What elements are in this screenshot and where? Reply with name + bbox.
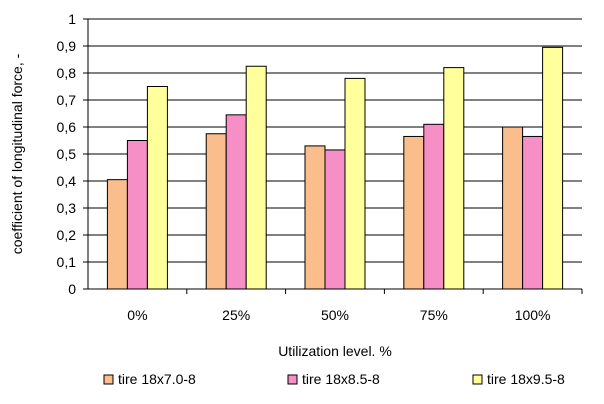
bar — [225, 114, 247, 290]
y-tick-label: 0,4 — [57, 173, 77, 189]
bar — [522, 135, 544, 290]
legend-label: tire 18x9.5-8 — [487, 371, 565, 387]
y-tick-label: 0,7 — [57, 92, 77, 108]
bar — [344, 77, 366, 290]
bar — [542, 46, 564, 290]
x-tick-label: 0% — [127, 307, 147, 323]
bar — [205, 133, 227, 290]
legend-label: tire 18x7.0-8 — [118, 371, 196, 387]
y-tick-labels: 0 0,1 0,2 0,3 0,4 0,5 0,6 0,7 0,8 0,9 1 — [57, 11, 77, 297]
x-axis-label: Utilization level. % — [278, 343, 392, 359]
y-tick-label: 0,1 — [57, 254, 77, 270]
bar — [126, 140, 148, 290]
x-tick-label: 75% — [420, 307, 448, 323]
legend-swatch — [287, 374, 298, 385]
y-axis-label: coefficient of longitudinal force, - — [9, 53, 25, 254]
x-tick-labels: 0% 25% 50% 75% 100% — [127, 289, 583, 323]
x-tick-label: 25% — [222, 307, 250, 323]
x-tick-label: 50% — [321, 307, 349, 323]
legend: tire 18x7.0-8 tire 18x8.5-8 tire 18x9.5-8 — [103, 371, 565, 387]
y-tick-label: 0,3 — [57, 200, 77, 216]
bar — [423, 123, 445, 290]
y-tick-label: 0,8 — [57, 65, 77, 81]
bar — [403, 135, 425, 290]
y-tick-label: 0,5 — [57, 146, 77, 162]
y-tick-label: 0,6 — [57, 119, 77, 135]
y-tick-label: 1 — [68, 11, 76, 27]
bar — [106, 179, 128, 290]
y-tick-label: 0 — [68, 281, 76, 297]
bar — [245, 65, 267, 290]
axes — [87, 19, 582, 290]
y-tick-label: 0,2 — [57, 227, 77, 243]
legend-swatch — [103, 374, 114, 385]
bar — [443, 67, 465, 290]
bar — [304, 145, 326, 290]
legend-label: tire 18x8.5-8 — [302, 371, 380, 387]
bar — [502, 126, 524, 290]
bar — [146, 86, 168, 290]
legend-swatch — [472, 374, 483, 385]
bar — [324, 149, 346, 290]
x-tick-label: 100% — [515, 307, 551, 323]
bars — [106, 46, 564, 290]
y-tick-label: 0,9 — [57, 38, 77, 54]
